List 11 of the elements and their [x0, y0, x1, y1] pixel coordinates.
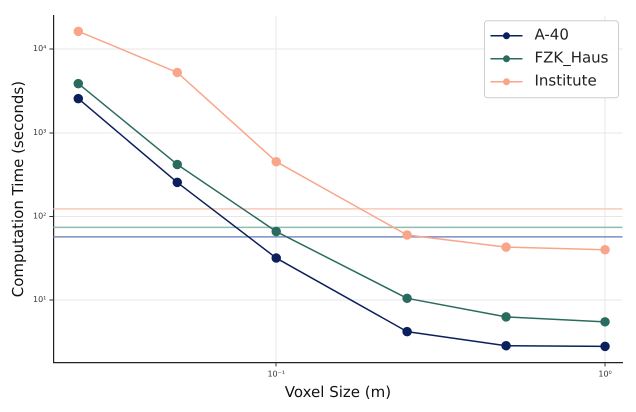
- y-tick-label: 10²: [32, 212, 46, 221]
- y-tick-label: 10¹: [32, 295, 46, 304]
- x-tick-label: 10⁰: [598, 369, 612, 378]
- y-axis-title: Computation Time (seconds): [8, 80, 27, 298]
- legend-label: A-40: [534, 26, 569, 44]
- x-tick-label: 10⁻¹: [267, 369, 286, 378]
- x-axis-title: Voxel Size (m): [284, 382, 392, 401]
- y-tick-label: 10³: [32, 128, 46, 137]
- legend-label: Institute: [534, 72, 597, 90]
- y-tick-label: 10⁴: [32, 44, 46, 54]
- legend-label: FZK_Haus: [534, 48, 609, 67]
